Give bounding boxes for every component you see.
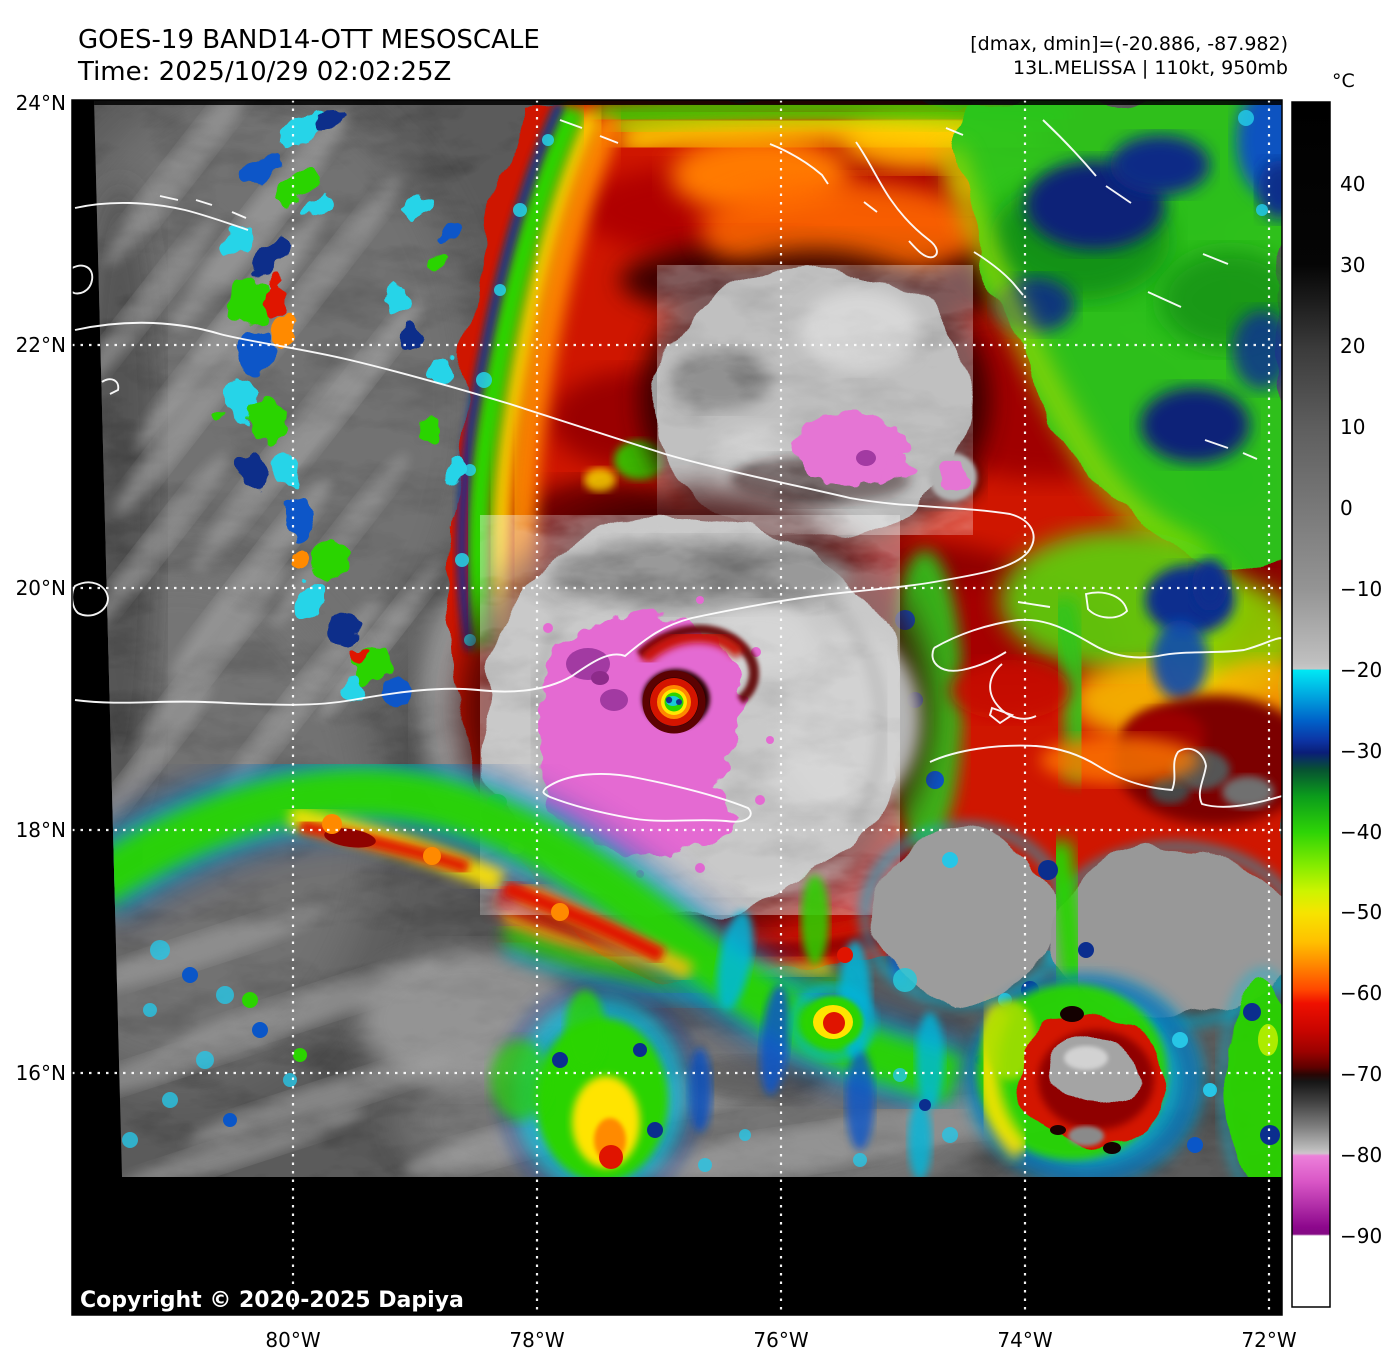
satellite-image — [94, 100, 1282, 1177]
lon-label-78w: 78°W — [509, 1328, 564, 1352]
coastline-great-inagua — [1084, 591, 1129, 619]
colorbar-tick-30: 30 — [1340, 253, 1365, 277]
latitude-axis: 24°N 22°N 20°N 18°N 16°N — [16, 91, 66, 1085]
colorbar-tick-n20: −20 — [1340, 658, 1382, 682]
coastline-bahamas — [769, 143, 829, 185]
coastline-hispaniola-north — [933, 618, 1282, 659]
lon-label-72w: 72°W — [1241, 1328, 1296, 1352]
colorbar-tick-labels: 40 30 20 10 0 −10 −20 −30 −40 −50 −60 −7… — [1340, 172, 1382, 1248]
lat-label-18n: 18°N — [16, 818, 66, 842]
colorbar-tick-0: 0 — [1340, 496, 1353, 520]
colorbar: °C 40 30 20 10 0 −10 −20 −30 −40 −50 −60… — [1291, 70, 1382, 1308]
lat-label-20n: 20°N — [16, 576, 66, 600]
lon-label-80w: 80°W — [265, 1328, 320, 1352]
dmax-dmin-annotation: [dmax, dmin]=(-20.886, -87.982) — [970, 33, 1288, 55]
scattered-convective-cells — [122, 860, 1016, 1177]
colorbar-tick-n90: −90 — [1340, 1224, 1382, 1248]
lat-lon-gridlines — [72, 100, 1282, 1315]
coastline-hispaniola-south — [929, 744, 1282, 808]
colorbar-tick-n80: −80 — [1340, 1143, 1382, 1167]
coastline-cuba — [74, 321, 1035, 706]
lat-label-16n: 16°N — [16, 1061, 66, 1085]
colorbar-gradient — [1291, 101, 1331, 1308]
colorbar-tick-n30: −30 — [1340, 739, 1382, 763]
lat-label-24n: 24°N — [16, 91, 66, 115]
longitude-axis: 80°W 78°W 76°W 74°W 72°W — [265, 1328, 1296, 1352]
map-panel: Copyright © 2020-2025 Dapiya — [71, 99, 1283, 1316]
data-top-edge — [94, 100, 1282, 105]
hurricane-eye — [636, 625, 760, 734]
storm-info-annotation: 13L.MELISSA | 110kt, 950mb — [1013, 57, 1288, 79]
colorbar-unit-label: °C — [1332, 70, 1355, 92]
colorbar-tick-10: 10 — [1340, 415, 1365, 439]
coastline-florida-keys — [74, 201, 249, 231]
warm-gray-overshoot-north — [640, 250, 990, 550]
lat-label-22n: 22°N — [16, 333, 66, 357]
plot-frame — [71, 99, 1283, 1316]
colorbar-tick-n40: −40 — [1340, 820, 1382, 844]
lon-label-74w: 74°W — [997, 1328, 1052, 1352]
northeast-cold-zone — [940, 100, 1282, 567]
south-hispaniola-gray-lobes — [860, 822, 1282, 1028]
copyright-watermark: Copyright © 2020-2025 Dapiya — [80, 1288, 464, 1313]
lon-label-76w: 76°W — [753, 1328, 808, 1352]
east-edge-band — [1219, 969, 1282, 1177]
colorbar-tick-n60: −60 — [1340, 981, 1382, 1005]
colorbar-tick-n70: −70 — [1340, 1062, 1382, 1086]
colorbar-tick-40: 40 — [1340, 172, 1365, 196]
colorbar-tick-20: 20 — [1340, 334, 1365, 358]
coastline-turks-caicos — [1147, 253, 1258, 460]
map-timestamp: Time: 2025/10/29 02:02:25Z — [77, 57, 451, 87]
coastline-jamaica — [542, 773, 752, 823]
header: GOES-19 BAND14-OTT MESOSCALE Time: 2025/… — [77, 25, 1288, 87]
colorbar-tick-n50: −50 — [1340, 900, 1382, 924]
map-title: GOES-19 BAND14-OTT MESOSCALE — [78, 25, 540, 55]
colorbar-tick-n10: −10 — [1340, 577, 1382, 601]
